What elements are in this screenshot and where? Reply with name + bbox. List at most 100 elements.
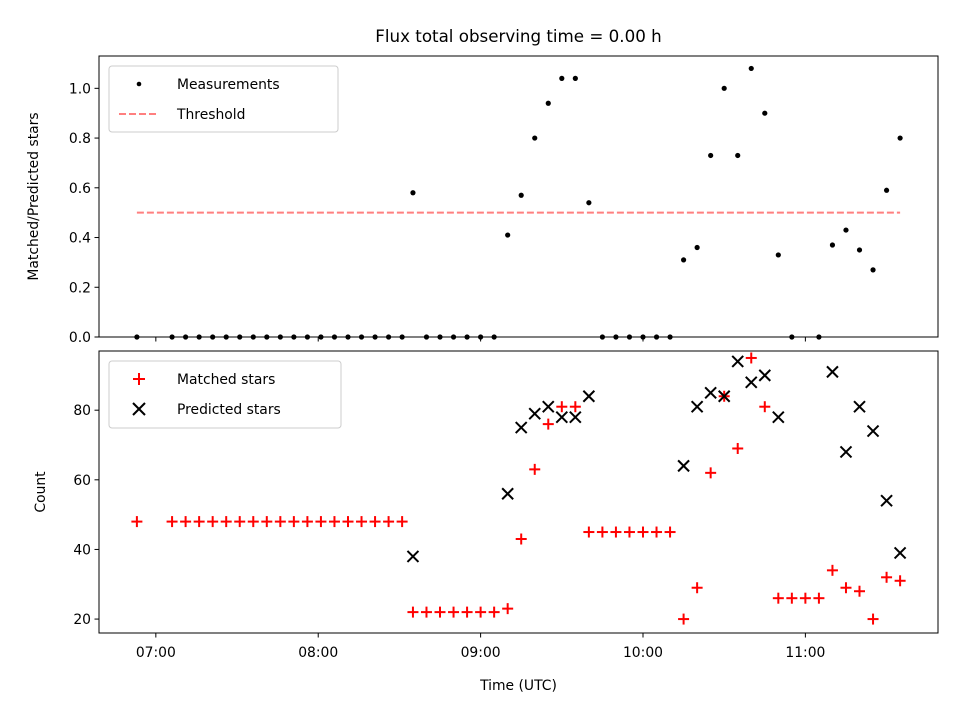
measurement-point xyxy=(708,152,714,159)
matched-star-point xyxy=(407,606,419,618)
count-panel: 20 40 60 80 07:00 08:00 09:00 10:00 11:00 Count… xyxy=(33,350,939,694)
matched-star-point xyxy=(261,516,273,528)
x-tick-label: 09:00 xyxy=(461,645,501,661)
matched-star-point xyxy=(247,516,259,528)
predicted-star-point xyxy=(839,445,853,459)
matched-star-point xyxy=(786,592,798,604)
matched-star-point xyxy=(234,516,246,528)
matched-star-point xyxy=(328,516,340,528)
matched-star-point xyxy=(383,516,395,528)
measurement-point xyxy=(843,227,849,233)
matched-star-point xyxy=(772,592,784,604)
matched-star-point xyxy=(342,516,354,528)
predicted-star-point xyxy=(406,550,420,563)
matched-star-point xyxy=(396,516,408,528)
matched-star-point xyxy=(596,526,608,538)
count-y-tick-label: 40 xyxy=(73,542,91,558)
matched-star-point xyxy=(369,516,381,528)
chart-title: Flux total observing time = 0.00 h xyxy=(375,26,661,46)
ratio-axes-frame xyxy=(98,55,939,338)
measurement-point xyxy=(545,100,551,106)
measurement-point xyxy=(897,135,903,141)
x-tick-label: 11:00 xyxy=(785,645,825,661)
matched-star-point xyxy=(488,606,500,618)
matched-star-point xyxy=(180,516,192,528)
ratio-y-axis-label: Matched/Predicted stars xyxy=(26,112,42,280)
predicted-star-point xyxy=(528,407,541,420)
predicted-star-point xyxy=(582,390,596,403)
count-legend: Matched stars Predicted stars xyxy=(108,360,342,429)
matched-star-point xyxy=(759,401,771,413)
predicted-star-point xyxy=(690,400,704,413)
matched-star-point xyxy=(651,526,663,538)
matched-star-point xyxy=(637,526,649,538)
measurement-point xyxy=(505,232,511,238)
measurement-point xyxy=(586,200,592,206)
matched-star-point xyxy=(854,585,866,597)
matched-star-point xyxy=(502,603,514,615)
ratio-y-tick-label: 0.0 xyxy=(69,330,91,346)
matched-star-point xyxy=(840,582,852,594)
predicted-star-point xyxy=(555,410,569,424)
x-tick-label: 10:00 xyxy=(623,645,663,661)
predicted-star-point xyxy=(514,421,528,434)
matched-star-point xyxy=(542,418,554,430)
predicted-star-point xyxy=(717,390,731,403)
measurement-point xyxy=(572,75,578,81)
count-legend-box xyxy=(108,360,342,429)
measurement-point xyxy=(721,85,727,91)
legend-predicted-label: Predicted stars xyxy=(177,402,281,418)
matched-star-point xyxy=(207,516,219,528)
measurement-point xyxy=(883,187,890,193)
matched-star-point xyxy=(448,606,460,618)
matched-star-point xyxy=(691,582,703,594)
matched-star-point xyxy=(705,467,717,479)
predicted-star-point xyxy=(677,459,690,473)
ratio-panel: Flux total observing time = 0.00 h 0.0 0.… xyxy=(26,26,939,346)
legend-matched-marker xyxy=(133,373,145,385)
predicted-star-point xyxy=(501,487,514,500)
measurement-point xyxy=(775,252,781,258)
legend-matched-label: Matched stars xyxy=(177,372,275,388)
matched-star-point xyxy=(799,592,811,604)
count-x-axis: 07:00 08:00 09:00 10:00 11:00 xyxy=(136,633,825,661)
predicted-star-point xyxy=(772,410,785,424)
measurement-point xyxy=(680,257,687,263)
matched-star-point xyxy=(867,613,879,625)
predicted-star-point xyxy=(758,369,771,382)
predicted-star-point xyxy=(893,546,907,560)
matched-star-point xyxy=(732,442,744,454)
measurement-point xyxy=(559,75,565,81)
measurement-point xyxy=(410,190,416,196)
ratio-legend: Measurements Threshold xyxy=(108,65,339,133)
legend-predicted-marker xyxy=(132,402,146,416)
matched-star-point xyxy=(515,533,527,545)
measurement-point xyxy=(762,110,768,116)
matched-star-point xyxy=(166,516,178,528)
measurement-point xyxy=(829,242,836,248)
ratio-y-tick-label: 0.2 xyxy=(69,280,91,296)
measurement-point xyxy=(518,192,524,198)
predicted-star-point xyxy=(731,355,744,368)
matched-star-point xyxy=(678,613,690,625)
matched-star-point xyxy=(881,571,893,583)
measurement-point xyxy=(735,152,741,159)
count-y-tick-label: 80 xyxy=(73,403,91,419)
matched-star-point xyxy=(434,606,446,618)
legend-measurements-marker xyxy=(136,81,142,87)
predicted-star-point xyxy=(569,410,582,424)
predicted-star-point xyxy=(704,386,717,399)
count-y-axis: 20 40 60 80 xyxy=(73,403,99,628)
ratio-plot-area xyxy=(134,65,903,340)
matched-star-point xyxy=(131,516,143,528)
measurement-point xyxy=(748,65,754,72)
predicted-star-point xyxy=(866,424,880,438)
count-y-tick-label: 20 xyxy=(73,612,91,628)
matched-star-point xyxy=(288,516,300,528)
matched-star-point xyxy=(315,516,327,528)
count-y-axis-label: Count xyxy=(33,471,49,513)
ratio-y-tick-label: 0.6 xyxy=(69,181,91,197)
ratio-y-tick-label: 1.0 xyxy=(69,81,91,97)
count-plot-area xyxy=(131,352,907,625)
